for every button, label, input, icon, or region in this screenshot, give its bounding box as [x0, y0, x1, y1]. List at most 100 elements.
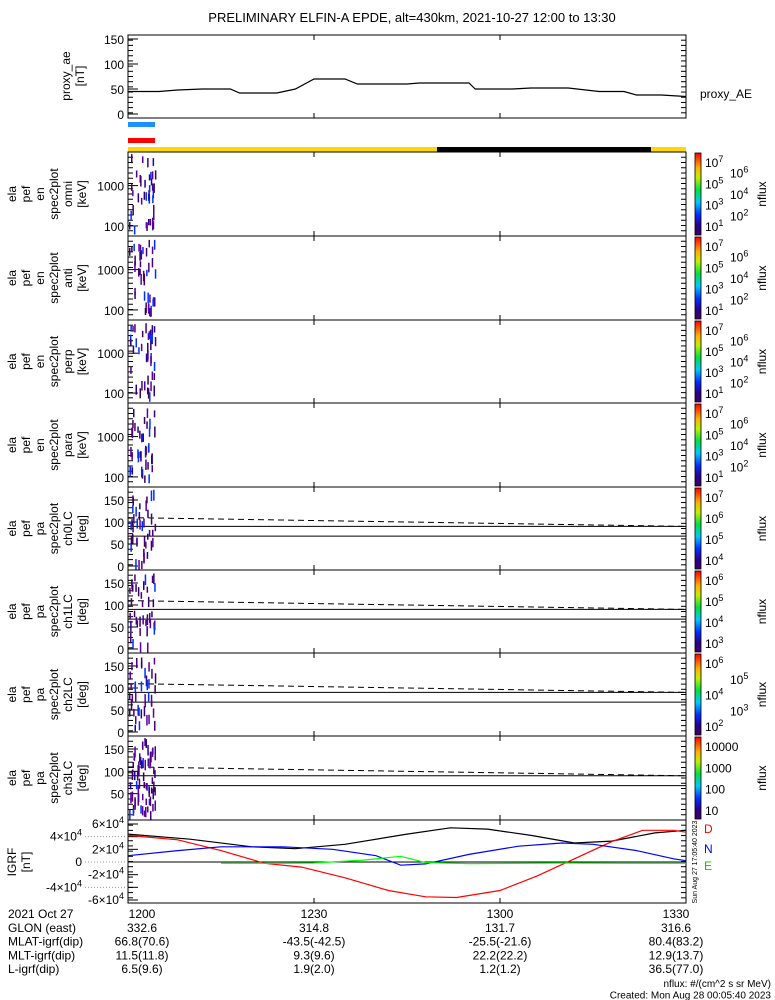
- igrf-ytick: -2×104: [88, 866, 124, 882]
- spectrogram-pixel: [149, 758, 151, 769]
- proxy-ae-ytick: 150: [104, 33, 124, 47]
- spectrogram-pixel: [131, 519, 133, 526]
- colorbar-tick-label: 104: [705, 687, 723, 703]
- spectrogram-pixel: [139, 388, 141, 399]
- ephemeris-value: 316.6: [661, 921, 691, 935]
- colorbar-tick-label: 103: [730, 702, 748, 718]
- igrf-ytick-exponent: 4: [119, 815, 124, 825]
- axis-label-line: [deg]: [75, 681, 89, 708]
- ephemeris-value: 1.9(2.0): [293, 962, 334, 976]
- spectrogram-pixel: [139, 430, 141, 439]
- colorbar-tick-label: 10000: [705, 740, 739, 754]
- spectrogram-ylabel-ch2LC: ela pef pa spec2plot ch2LC [deg]: [5, 668, 89, 720]
- igrf-line-d: [127, 829, 687, 899]
- energy-ytick: 1000: [97, 347, 124, 361]
- axis-label-line: ch1LC: [61, 594, 75, 629]
- spectrogram-pixel: [153, 625, 156, 635]
- spectrogram-pixel: [150, 381, 152, 392]
- spectrogram-ylabel-ch1LC: ela pef pa spec2plot ch1LC [deg]: [5, 585, 89, 637]
- spectrogram-pixel: [132, 809, 135, 816]
- spectrogram-ylabel-perp: ela pef en spec2plot perp [keV]: [5, 335, 89, 387]
- spectrogram-pixel: [141, 600, 144, 608]
- colorbar-tick-label: 103: [705, 448, 723, 464]
- axis-label-line: [deg]: [75, 765, 89, 792]
- spectrogram-pixel: [131, 154, 133, 164]
- spectrogram-pixel: [148, 679, 150, 689]
- spectrogram-pixel: [139, 451, 141, 458]
- axis-label-line: ch3LC: [61, 760, 75, 795]
- spectrogram-pixel: [129, 782, 132, 790]
- spectrogram-pixel: [151, 748, 154, 757]
- axis-label-line: pef: [19, 352, 33, 369]
- spectrogram-pixel: [148, 174, 151, 181]
- spectrogram-pixel: [146, 552, 149, 559]
- spectrogram-pixel: [133, 708, 135, 717]
- spectrogram-pixel: [152, 788, 154, 800]
- spectrogram-pixel: [135, 384, 137, 395]
- spectrogram-pixel: [132, 497, 134, 506]
- spectrogram-pixel: [148, 529, 151, 537]
- created-timestamp: Created: Mon Aug 28 00:05:40 2023: [610, 991, 772, 1000]
- colorbar-tick-label: 107: [705, 405, 723, 421]
- spectrogram-pixel: [131, 184, 133, 191]
- spectrogram-pixel: [134, 797, 136, 807]
- colorbar-tick-label: 103: [705, 281, 723, 297]
- colorbar-exponent: 2: [743, 207, 748, 217]
- colorbar-tick-label: 105: [705, 343, 723, 359]
- spectrogram-pixel: [148, 798, 151, 806]
- spectrogram-pixel: [138, 268, 140, 277]
- spectrogram-pixel: [143, 417, 146, 424]
- axis-label-line: ela: [5, 437, 19, 453]
- colorbar-tick-label: 106: [730, 249, 748, 265]
- igrf-ytick: -4×104: [46, 878, 82, 894]
- spectrogram-pixel: [150, 490, 153, 502]
- spectrogram-panel-anti: [127, 235, 687, 321]
- energy-ytick: 1000: [97, 431, 124, 445]
- spectrogram-pixel: [136, 620, 139, 627]
- spectrogram-pixel: [145, 798, 147, 806]
- pitch-angle-ytick: 100: [104, 599, 124, 613]
- axis-label-line: ela: [5, 520, 19, 536]
- colorbar-exponent: 4: [718, 552, 723, 562]
- colorbar-label: nflux: [755, 432, 769, 457]
- spectrogram-pixel: [134, 255, 136, 266]
- spectrogram-pixel: [148, 185, 151, 193]
- spectrogram-pixel: [153, 657, 156, 665]
- spectrogram-pixel: [152, 158, 155, 166]
- colorbar-tick-label: 105: [705, 259, 723, 275]
- pitch-angle-ytick: 150: [104, 743, 124, 757]
- colorbar-tick-label: 107: [705, 489, 723, 505]
- axis-label-line: en: [33, 271, 47, 284]
- pitch-angle-ytick: 150: [104, 494, 124, 508]
- spectrogram-pixel: [142, 156, 144, 163]
- colorbar-tick-label: 107: [705, 154, 723, 170]
- spectrogram-pixel: [139, 642, 142, 653]
- colorbar-tick-label: 102: [730, 458, 748, 474]
- colorbar-tick-label: 104: [730, 186, 748, 202]
- axis-label-line: spec2plot: [47, 502, 61, 554]
- axis-label-line: ela: [5, 186, 19, 202]
- spectrogram-pixel: [153, 489, 155, 501]
- spectrogram-pixel: [148, 662, 150, 672]
- spectrogram-pixel: [152, 708, 155, 718]
- colorbar-label: nflux: [755, 349, 769, 374]
- spectrogram-ylabel-para: ela pef en spec2plot para [keV]: [5, 419, 89, 471]
- colorbar-label: nflux: [755, 599, 769, 624]
- spectrogram-pixel: [150, 513, 153, 525]
- spectrogram-ylabel-ch3LC: ela pef pa spec2plot ch3LC [deg]: [5, 752, 89, 804]
- side-timestamp: Sun Aug 27 17:05:40 2023: [692, 820, 699, 903]
- ephemeris-value: 1300: [487, 907, 514, 921]
- spectrogram-pixel: [145, 222, 148, 229]
- spectrogram-pixel: [133, 610, 136, 618]
- spectrogram-pixel: [142, 270, 145, 282]
- spectrogram-pixel: [141, 742, 144, 749]
- spectrogram-pixel: [145, 739, 147, 748]
- spectrogram-pixel: [132, 345, 135, 354]
- spectrogram-pixel: [139, 175, 141, 183]
- spectrogram-pixel: [130, 366, 132, 374]
- spectrogram-pixel: [153, 781, 155, 792]
- spectrogram-pixel: [149, 418, 151, 429]
- spectrogram-pixel: [154, 269, 157, 279]
- axis-label-line: perp: [61, 349, 75, 373]
- ephemeris-value: 80.4(83.2): [649, 935, 704, 949]
